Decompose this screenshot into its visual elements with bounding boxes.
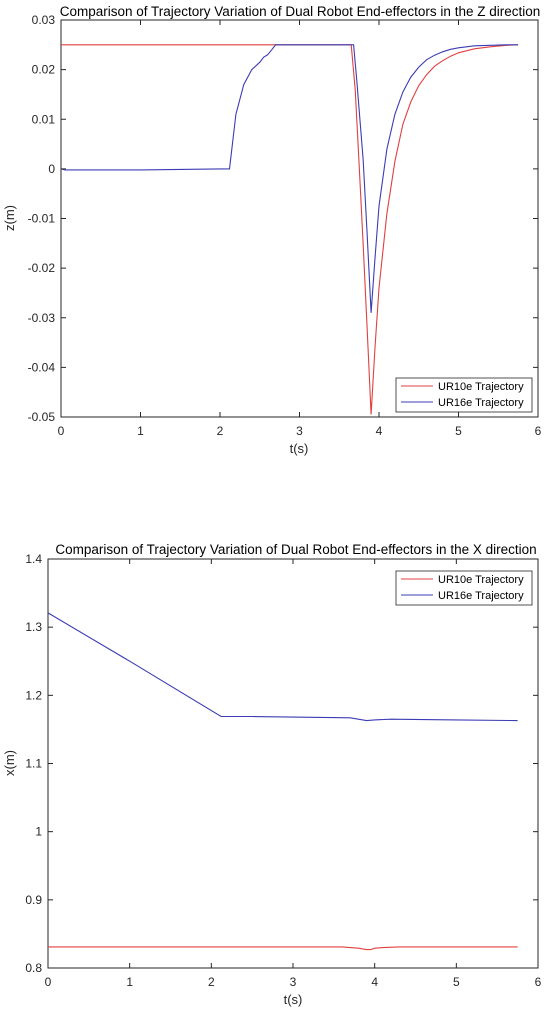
y-tick-label: 0.9 — [25, 893, 42, 907]
legend-label-ur10e: UR10e Trajectory — [438, 574, 524, 586]
chart-title: Comparison of Trajectory Variation of Du… — [55, 542, 536, 557]
x-tick-label: 0 — [58, 424, 65, 438]
y-tick-label: -0.04 — [28, 360, 56, 374]
series-line-ur16e — [60, 44, 519, 313]
x-tick-label: 1 — [126, 975, 133, 989]
x-tick-label: 1 — [137, 424, 144, 438]
y-tick-label: 1 — [35, 825, 42, 839]
legend-label-ur10e: UR10e Trajectory — [438, 381, 524, 393]
x-tick-label: 0 — [45, 975, 52, 989]
y-axis-label: z(m) — [2, 205, 17, 231]
series-line-ur10e — [61, 44, 519, 415]
y-tick-label: -0.02 — [28, 261, 56, 275]
x-tick-label: 5 — [455, 424, 462, 438]
x-tick-label: 6 — [535, 424, 542, 438]
tick-layer: 0 1 2 3 4 5 6 0.8 0.9 1 1.1 1.2 1.3 1.4 — [25, 552, 541, 989]
x-tick-label: 5 — [453, 975, 460, 989]
x-tick-label: 3 — [296, 424, 303, 438]
tick-layer: 0 1 2 3 4 5 6 -0.05 -0.04 -0.03 -0.02 -0.01 0 0.01 0.0… — [28, 13, 542, 438]
y-tick-label: 0.03 — [32, 13, 56, 27]
x-tick-label: 4 — [376, 424, 383, 438]
y-tick-label: 0.01 — [32, 112, 56, 126]
y-tick-label: 1.1 — [25, 757, 42, 771]
x-axis-label: t(s) — [290, 441, 309, 456]
x-tick-label: 2 — [217, 424, 224, 438]
legend: UR10e Trajectory UR16e Trajectory — [395, 377, 533, 413]
y-tick-label: 0 — [48, 162, 55, 176]
y-tick-label: 1.2 — [25, 688, 42, 702]
y-axis-label: x(m) — [2, 750, 17, 776]
series-layer — [47, 612, 518, 951]
x-tick-label: 3 — [290, 975, 297, 989]
legend-box — [395, 570, 533, 606]
axes-box — [60, 19, 539, 418]
plot-area: 0 1 2 3 4 5 6 -0.05 -0.04 -0.03 -0.02 -0.01 0 0.01 0.0… — [28, 13, 542, 438]
y-tick-label: 1.3 — [25, 620, 42, 634]
series-line-ur16e — [47, 612, 518, 722]
y-tick-label: 0.8 — [25, 961, 42, 975]
legend-box — [395, 377, 533, 413]
y-tick-label: -0.01 — [28, 212, 56, 226]
z-direction-chart: Comparison of Trajectory Variation of Du… — [2, 4, 542, 456]
x-direction-chart: Comparison of Trajectory Variation of Du… — [2, 542, 542, 1007]
legend-label-ur16e: UR16e Trajectory — [438, 397, 524, 409]
y-tick-label: 1.4 — [25, 552, 42, 566]
series-layer — [60, 44, 519, 415]
y-tick-label: -0.05 — [28, 410, 56, 424]
series-line-ur10e — [48, 946, 518, 951]
x-tick-label: 2 — [208, 975, 215, 989]
x-tick-label: 6 — [535, 975, 542, 989]
plot-area: 0 1 2 3 4 5 6 0.8 0.9 1 1.1 1.2 1.3 1.4 — [25, 552, 541, 989]
y-tick-label: -0.03 — [28, 311, 56, 325]
axes-box — [47, 558, 539, 969]
chart-title: Comparison of Trajectory Variation of Du… — [60, 4, 540, 19]
legend: UR10e Trajectory UR16e Trajectory — [395, 570, 533, 606]
x-axis-label: t(s) — [284, 992, 303, 1007]
y-tick-label: 0.02 — [32, 63, 56, 77]
x-tick-label: 4 — [371, 975, 378, 989]
legend-label-ur16e: UR16e Trajectory — [438, 590, 524, 602]
